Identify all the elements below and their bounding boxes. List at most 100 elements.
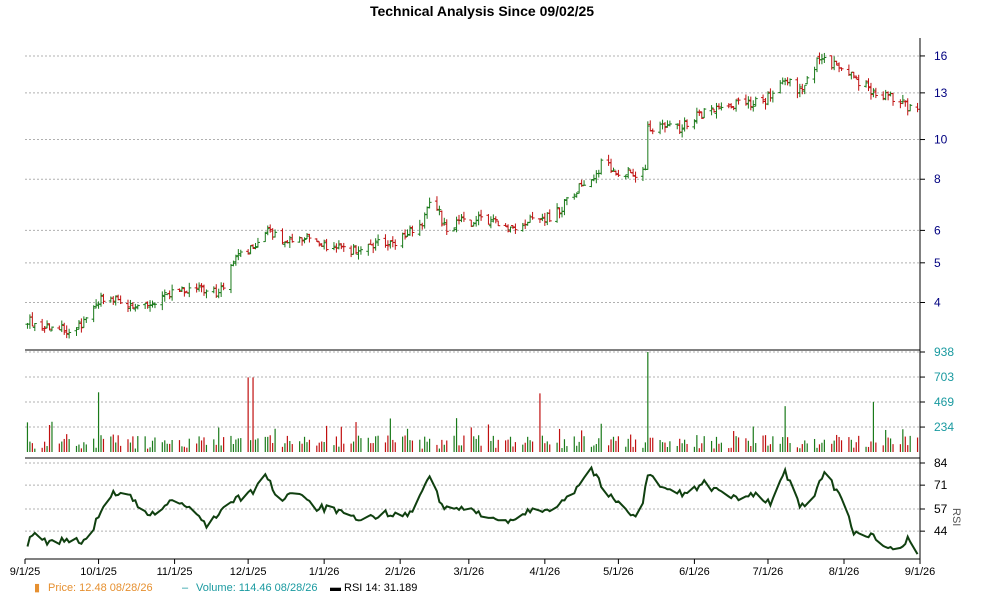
price-bar <box>564 196 569 206</box>
legend-item: – Volume: 114.46 08/28/26 <box>182 582 318 594</box>
price-bar <box>459 214 464 223</box>
date-tick-label: 5/1/26 <box>603 566 634 578</box>
price-bar <box>886 91 891 101</box>
price-bar <box>76 320 81 330</box>
price-bar <box>856 74 861 91</box>
price-bar <box>692 119 697 130</box>
price-bar <box>547 209 552 223</box>
price-bar <box>152 302 157 309</box>
price-bar <box>160 291 165 311</box>
price-bar <box>273 229 278 238</box>
price-bar <box>302 237 307 244</box>
volume-bars <box>26 352 919 452</box>
rsi-tick-label: 71 <box>934 478 948 492</box>
price-bar <box>221 282 226 291</box>
price-bar <box>393 239 398 250</box>
date-tick-label: 1/1/26 <box>309 566 340 578</box>
price-bar <box>770 90 775 103</box>
volume-tick-label: 703 <box>934 370 954 384</box>
price-bar <box>385 240 390 251</box>
price-bar <box>778 80 783 94</box>
price-bar <box>307 233 312 243</box>
price-bar <box>150 300 155 308</box>
price-bar <box>287 235 292 248</box>
price-bar <box>510 225 515 229</box>
price-bar <box>434 196 439 211</box>
price-bar <box>800 83 805 95</box>
price-bar <box>915 102 920 113</box>
price-bar <box>837 62 842 73</box>
price-bar <box>832 56 837 71</box>
price-bar <box>572 193 577 200</box>
price-bar <box>846 64 851 76</box>
price-bar <box>351 244 356 255</box>
price-bar <box>577 183 582 194</box>
price-bar <box>851 71 856 79</box>
price-bar <box>631 168 636 177</box>
price-bar <box>726 103 731 109</box>
date-tick-label: 7/1/26 <box>753 566 784 578</box>
price-bar <box>128 299 133 312</box>
price-bar <box>540 213 545 222</box>
price-bar <box>405 229 410 237</box>
price-bar <box>238 249 243 258</box>
price-bar <box>81 316 86 328</box>
price-bar <box>118 295 123 305</box>
price-bar <box>366 243 371 256</box>
price-tick-label: 16 <box>934 49 948 63</box>
price-bar <box>719 102 724 111</box>
price-bar <box>623 174 628 180</box>
price-bar <box>662 122 667 133</box>
price-bar <box>300 237 305 246</box>
legend-label: Volume: 114.46 08/28/26 <box>196 582 318 594</box>
price-bar <box>452 227 457 232</box>
price-bar <box>400 232 405 249</box>
price-bar <box>555 203 560 223</box>
price-bar <box>197 282 202 292</box>
price-bar <box>471 221 476 227</box>
rsi-tick-label: 57 <box>934 502 948 516</box>
price-bar <box>476 211 481 226</box>
price-bar <box>503 223 508 227</box>
legend-item: ▬ RSI 14: 31.189 <box>330 582 417 594</box>
price-bar <box>785 77 790 86</box>
price-bar <box>187 282 192 298</box>
price-bar <box>736 97 741 105</box>
price-bar <box>616 169 621 177</box>
price-bar <box>425 206 430 219</box>
price-bar <box>768 88 773 102</box>
price-bar <box>908 104 913 112</box>
price-bar <box>133 303 138 312</box>
price-tick-label: 6 <box>934 223 941 237</box>
price-bar <box>493 216 498 224</box>
price-bar <box>246 249 251 255</box>
price-bar <box>667 120 672 127</box>
price-bar <box>883 89 888 101</box>
price-bar <box>748 96 753 111</box>
price-bar <box>437 205 442 216</box>
price-bar <box>506 224 511 233</box>
price-bar <box>645 121 650 170</box>
price-bar <box>665 120 670 128</box>
price-bar <box>523 219 528 230</box>
price-bar <box>143 302 148 309</box>
rsi-axis-label: RSI <box>950 508 962 526</box>
price-bar <box>805 76 810 85</box>
price-bar <box>30 312 35 327</box>
grid <box>25 55 920 532</box>
price-bar <box>202 284 206 296</box>
price-bar <box>734 99 739 112</box>
price-bar <box>822 52 827 63</box>
legend-marker: ▮ <box>34 582 40 594</box>
price-bar <box>253 242 258 250</box>
price-bar <box>410 225 415 237</box>
price-bar <box>331 242 336 251</box>
price-bar <box>40 318 45 331</box>
price-bar <box>64 325 69 339</box>
price-bar <box>685 119 690 130</box>
price-bar <box>613 170 618 176</box>
price-bar <box>795 77 800 99</box>
rsi-tick-label: 84 <box>934 456 948 470</box>
price-bar <box>130 302 135 309</box>
